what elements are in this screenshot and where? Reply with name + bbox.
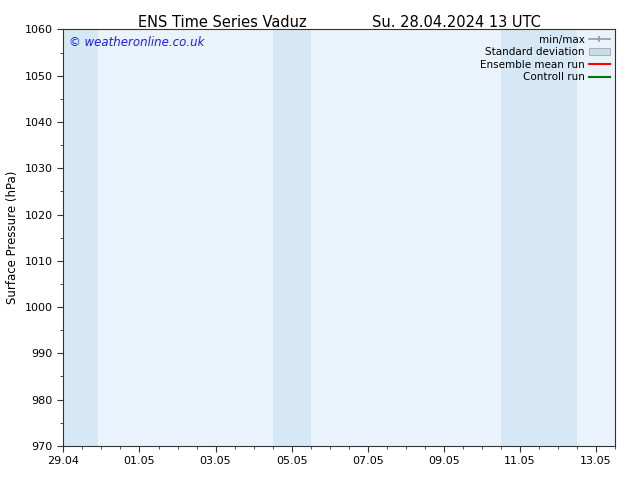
Bar	[60, 29, 98, 446]
Legend: min/max, Standard deviation, Ensemble mean run, Controll run: min/max, Standard deviation, Ensemble me…	[480, 35, 610, 82]
Text: ENS Time Series Vaduz: ENS Time Series Vaduz	[138, 15, 306, 30]
Text: Su. 28.04.2024 13 UTC: Su. 28.04.2024 13 UTC	[372, 15, 541, 30]
Bar	[273, 29, 311, 446]
Text: © weatheronline.co.uk: © weatheronline.co.uk	[69, 36, 204, 49]
Bar	[501, 29, 577, 446]
Y-axis label: Surface Pressure (hPa): Surface Pressure (hPa)	[6, 171, 19, 304]
